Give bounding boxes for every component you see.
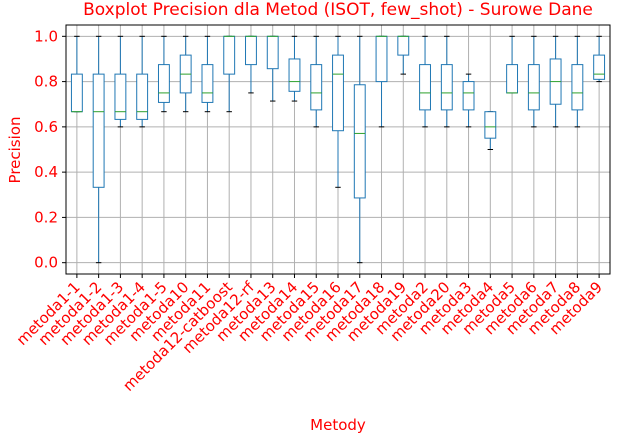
- box-metoda20: [440, 35, 453, 128]
- box-metoda3: [462, 73, 475, 128]
- y-tick-label: 0.2: [34, 208, 58, 226]
- chart-title: Boxplot Precision dla Metod (ISOT, few_s…: [83, 0, 593, 20]
- y-axis-label: Precision: [6, 117, 24, 184]
- box-metoda1-2: [92, 35, 105, 264]
- y-tick-label: 1.0: [34, 27, 58, 45]
- y-tick-label: 0.6: [34, 118, 58, 136]
- box-metoda1-1: [70, 35, 83, 113]
- box-layer: [70, 35, 606, 264]
- box-iqr: [70, 73, 83, 113]
- y-tick-label: 0.0: [34, 254, 58, 272]
- y-tick-label: 0.8: [34, 73, 58, 91]
- box-iqr: [92, 73, 105, 188]
- box-iqr: [506, 64, 519, 94]
- box-metoda17: [353, 35, 366, 264]
- box-metoda1-4: [136, 35, 149, 128]
- box-iqr: [527, 64, 540, 111]
- box-metoda14: [288, 35, 301, 102]
- box-iqr: [397, 35, 410, 56]
- box-metoda13: [266, 35, 279, 102]
- box-iqr: [288, 58, 301, 92]
- box-iqr: [571, 64, 584, 111]
- box-iqr: [375, 35, 388, 83]
- box-metoda9: [593, 35, 606, 83]
- box-iqr: [484, 111, 497, 139]
- box-metoda2: [419, 35, 431, 128]
- box-iqr: [440, 64, 453, 111]
- box-metoda12-catboost: [223, 35, 236, 113]
- box-iqr: [245, 35, 257, 66]
- x-axis-label: Metody: [310, 416, 366, 434]
- tick-layer: 0.00.20.40.60.81.0metoda1-1metoda1-2meto…: [13, 27, 606, 394]
- box-metoda6: [527, 35, 540, 128]
- box-iqr: [223, 35, 236, 75]
- box-metoda16: [332, 35, 344, 188]
- box-iqr: [201, 64, 214, 103]
- box-metoda18: [375, 35, 388, 128]
- box-iqr: [136, 73, 149, 120]
- box-iqr: [419, 64, 431, 111]
- box-iqr: [462, 81, 475, 111]
- box-metoda1-3: [114, 35, 127, 128]
- box-metoda12-rf: [245, 35, 257, 94]
- box-metoda5: [506, 35, 519, 94]
- box-metoda11: [201, 35, 214, 113]
- box-metoda4: [484, 111, 497, 150]
- box-iqr: [332, 54, 344, 132]
- box-metoda1-5: [157, 35, 170, 113]
- box-metoda8: [571, 35, 584, 128]
- box-iqr: [114, 73, 127, 120]
- box-metoda19: [397, 35, 410, 75]
- box-metoda10: [179, 35, 192, 113]
- box-iqr: [266, 35, 279, 70]
- box-iqr: [157, 64, 170, 103]
- box-metoda15: [310, 35, 323, 128]
- box-iqr: [353, 84, 366, 199]
- box-iqr: [593, 54, 606, 80]
- box-metoda7: [549, 35, 562, 128]
- y-tick-label: 0.4: [34, 163, 58, 181]
- box-iqr: [310, 64, 323, 111]
